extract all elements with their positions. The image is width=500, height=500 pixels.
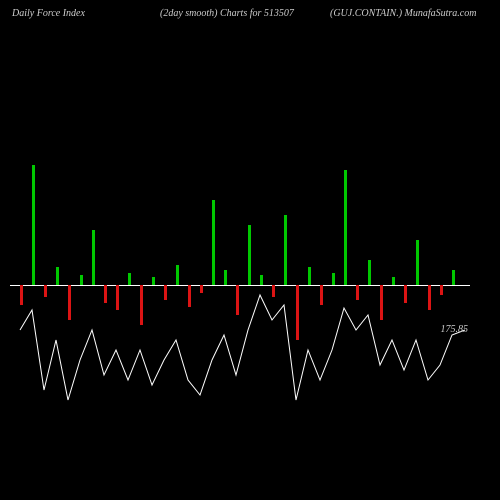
chart-area: 175.85 (10, 30, 470, 480)
price-label: 175.85 (441, 324, 469, 335)
price-value: 175.85 (441, 324, 469, 335)
title-left: Daily Force Index (12, 8, 85, 19)
price-polyline (20, 295, 465, 400)
price-line-plot (10, 30, 470, 480)
title-mid: (2day smooth) Charts for 513507 (160, 8, 294, 19)
title-right: (GUJ.CONTAIN.) MunafaSutra.com (330, 8, 476, 19)
